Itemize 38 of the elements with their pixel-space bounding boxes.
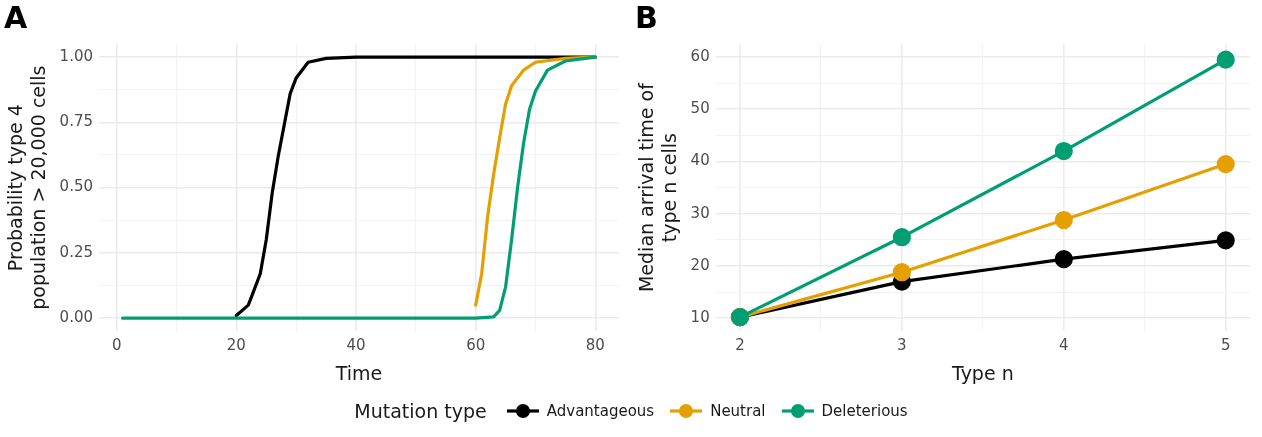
y-tick-label: 30 <box>690 203 710 222</box>
y-tick-label: 0.50 <box>59 177 93 196</box>
point <box>1054 250 1073 269</box>
point <box>892 263 911 282</box>
point <box>1216 231 1235 250</box>
y-tick-label: 1.00 <box>59 46 93 65</box>
chart-title: A <box>4 0 28 35</box>
y-tick-label: 10 <box>690 308 710 327</box>
y-axis-title: Median arrival time of type n cells <box>635 81 681 293</box>
y-axis-title: Probability type 4 population > 20,000 cells <box>4 65 50 310</box>
point <box>1216 50 1235 69</box>
legend-label: Deleterious <box>821 402 908 420</box>
y-tick-label: 0.25 <box>59 242 93 261</box>
x-axis-title: Type n <box>950 361 1014 384</box>
x-tick-label: 4 <box>1059 336 1069 355</box>
x-tick-label: 20 <box>226 336 246 355</box>
x-tick-label: 2 <box>735 336 745 355</box>
y-tick-label: 50 <box>690 99 710 118</box>
y-tick-label: 20 <box>690 255 710 274</box>
legend-label: Advantageous <box>546 402 655 420</box>
x-tick-label: 0 <box>111 336 122 355</box>
legend-title: Mutation type <box>354 400 487 422</box>
point <box>1216 155 1235 174</box>
point <box>892 228 911 247</box>
x-axis-title: Time <box>334 361 383 384</box>
chart-title: B <box>635 0 658 35</box>
x-tick-label: 80 <box>585 336 605 355</box>
point <box>1054 210 1073 230</box>
y-tick-label: 0.00 <box>59 308 93 327</box>
y-tick-label: 60 <box>690 46 710 65</box>
x-tick-label: 5 <box>1220 336 1231 355</box>
legend-label: Neutral <box>710 402 766 420</box>
y-tick-label: 40 <box>690 151 710 170</box>
x-tick-label: 60 <box>466 336 486 355</box>
x-tick-label: 3 <box>897 336 907 355</box>
x-tick-label: 40 <box>346 336 366 355</box>
point <box>1054 141 1073 161</box>
y-tick-label: 0.75 <box>59 112 93 131</box>
